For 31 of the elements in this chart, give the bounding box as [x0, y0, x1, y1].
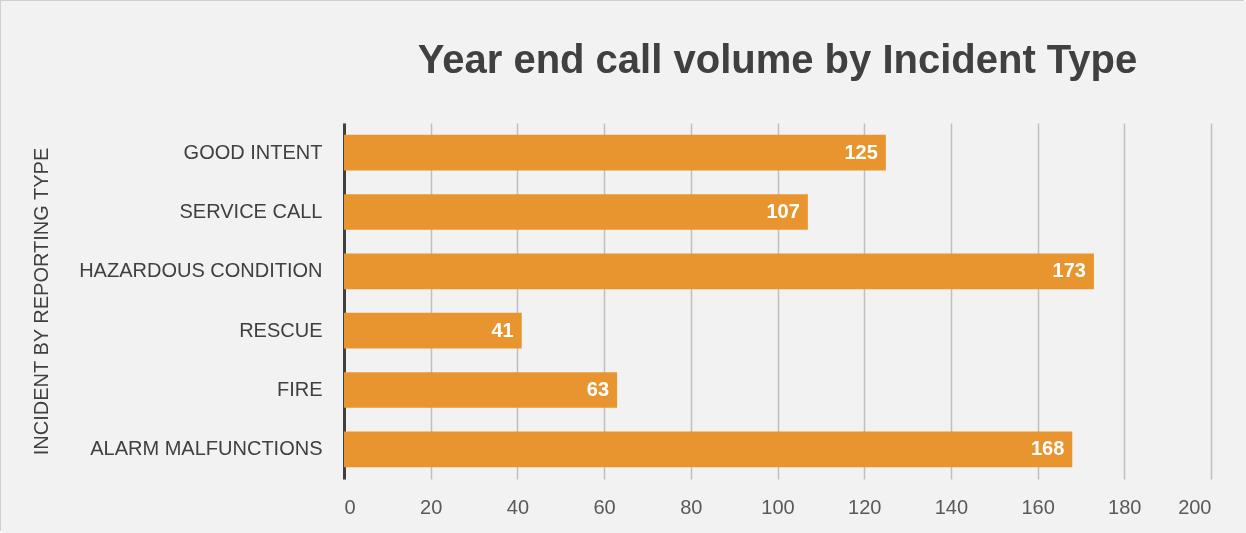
x-tick-label: 160: [1021, 495, 1055, 518]
x-tick-label: 200: [1178, 495, 1212, 518]
x-tick-label: 180: [1108, 495, 1142, 518]
data-label: 168: [1030, 437, 1065, 460]
y-tick-label: GOOD INTENT: [183, 140, 323, 163]
y-tick-label: SERVICE CALL: [179, 200, 323, 222]
y-tick-label: HAZARDOUS CONDITION: [79, 259, 323, 282]
bar: [344, 372, 618, 408]
bar: [344, 431, 1073, 468]
y-axis-title: INCIDENT BY REPORTING TYPE: [29, 147, 52, 456]
x-tick-label: 100: [761, 495, 795, 518]
chart-title: Year end call volume by Incident Type: [417, 37, 1138, 81]
x-tick-label: 40: [506, 495, 530, 518]
x-tick-label: 60: [593, 495, 616, 518]
x-tick-label: 140: [934, 495, 969, 518]
bar: [344, 194, 808, 230]
data-label: 63: [586, 378, 610, 400]
bar: [344, 253, 1094, 290]
y-tick-label: ALARM MALFUNCTIONS: [90, 437, 323, 460]
bar: [344, 134, 886, 171]
x-tick-label: 0: [344, 495, 356, 518]
y-tick-label: FIRE: [276, 378, 323, 400]
x-tick-label: 20: [420, 495, 443, 518]
bar: [344, 312, 522, 349]
x-tick-label: 80: [680, 495, 703, 518]
data-label: 173: [1052, 259, 1086, 282]
data-label: 125: [844, 140, 878, 163]
x-tick-label: 120: [848, 495, 882, 518]
data-label: 41: [491, 318, 514, 341]
data-label: 107: [766, 200, 800, 222]
y-tick-label: RESCUE: [239, 318, 323, 341]
